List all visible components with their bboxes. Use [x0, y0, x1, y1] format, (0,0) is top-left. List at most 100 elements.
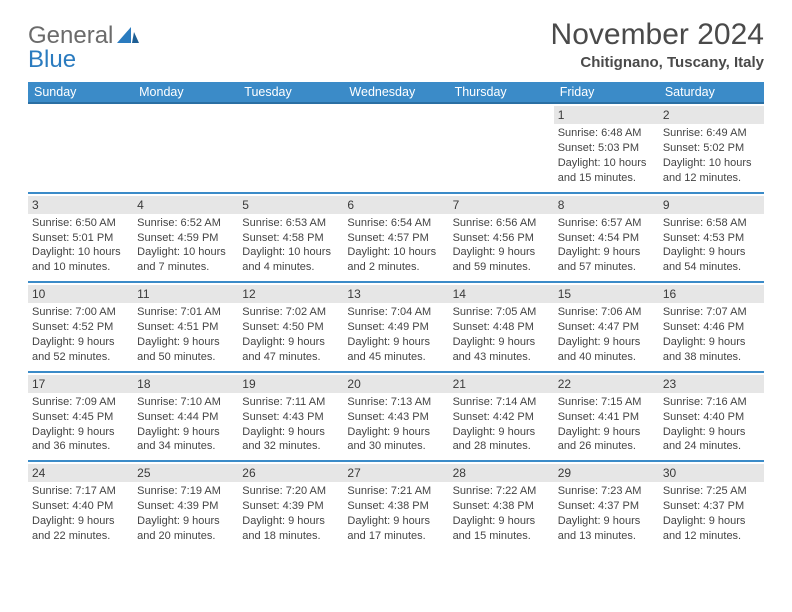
day-day2: and 26 minutes.: [558, 439, 655, 454]
day-day1: Daylight: 10 hours: [32, 245, 129, 260]
day-sunset: Sunset: 4:58 PM: [242, 231, 339, 246]
day-cell: 6Sunrise: 6:54 AMSunset: 4:57 PMDaylight…: [343, 193, 448, 283]
day-cell: [133, 103, 238, 193]
day-sunrise: Sunrise: 7:02 AM: [242, 305, 339, 320]
day-day2: and 17 minutes.: [347, 529, 444, 544]
col-friday: Friday: [554, 82, 659, 103]
day-day2: and 15 minutes.: [453, 529, 550, 544]
day-sunset: Sunset: 4:38 PM: [453, 499, 550, 514]
day-sunrise: Sunrise: 7:25 AM: [663, 484, 760, 499]
day-sunset: Sunset: 4:53 PM: [663, 231, 760, 246]
day-cell: [343, 103, 448, 193]
day-sunrise: Sunrise: 7:10 AM: [137, 395, 234, 410]
col-wednesday: Wednesday: [343, 82, 448, 103]
day-cell: 19Sunrise: 7:11 AMSunset: 4:43 PMDayligh…: [238, 372, 343, 462]
day-cell: 24Sunrise: 7:17 AMSunset: 4:40 PMDayligh…: [28, 461, 133, 550]
day-cell: 17Sunrise: 7:09 AMSunset: 4:45 PMDayligh…: [28, 372, 133, 462]
day-sunset: Sunset: 4:51 PM: [137, 320, 234, 335]
day-sunset: Sunset: 4:37 PM: [663, 499, 760, 514]
week-row: 1Sunrise: 6:48 AMSunset: 5:03 PMDaylight…: [28, 103, 764, 193]
day-day1: Daylight: 9 hours: [347, 335, 444, 350]
day-day1: Daylight: 10 hours: [347, 245, 444, 260]
week-row: 17Sunrise: 7:09 AMSunset: 4:45 PMDayligh…: [28, 372, 764, 462]
day-sunset: Sunset: 5:03 PM: [558, 141, 655, 156]
day-sunset: Sunset: 4:41 PM: [558, 410, 655, 425]
day-cell: 14Sunrise: 7:05 AMSunset: 4:48 PMDayligh…: [449, 282, 554, 372]
day-cell: 15Sunrise: 7:06 AMSunset: 4:47 PMDayligh…: [554, 282, 659, 372]
day-day1: Daylight: 9 hours: [242, 335, 339, 350]
day-sunrise: Sunrise: 7:21 AM: [347, 484, 444, 499]
day-number: 12: [238, 285, 343, 303]
day-day2: and 50 minutes.: [137, 350, 234, 365]
day-day1: Daylight: 9 hours: [558, 514, 655, 529]
col-sunday: Sunday: [28, 82, 133, 103]
day-day1: Daylight: 9 hours: [242, 425, 339, 440]
day-cell: 1Sunrise: 6:48 AMSunset: 5:03 PMDaylight…: [554, 103, 659, 193]
day-sunset: Sunset: 4:40 PM: [32, 499, 129, 514]
day-number: 22: [554, 375, 659, 393]
day-sunrise: Sunrise: 7:20 AM: [242, 484, 339, 499]
day-day1: Daylight: 9 hours: [663, 335, 760, 350]
logo-word2: Blue: [28, 46, 76, 73]
day-sunset: Sunset: 4:43 PM: [242, 410, 339, 425]
day-number: 18: [133, 375, 238, 393]
day-sunrise: Sunrise: 7:01 AM: [137, 305, 234, 320]
page: General Blue November 2024 Chitignano, T…: [0, 0, 792, 560]
day-sunset: Sunset: 4:40 PM: [663, 410, 760, 425]
day-day2: and 12 minutes.: [663, 529, 760, 544]
day-sunrise: Sunrise: 7:06 AM: [558, 305, 655, 320]
day-day1: Daylight: 9 hours: [137, 425, 234, 440]
day-day1: Daylight: 10 hours: [663, 156, 760, 171]
col-thursday: Thursday: [449, 82, 554, 103]
col-tuesday: Tuesday: [238, 82, 343, 103]
day-number: 11: [133, 285, 238, 303]
day-day1: Daylight: 9 hours: [558, 335, 655, 350]
day-day1: Daylight: 9 hours: [558, 425, 655, 440]
day-sunrise: Sunrise: 7:13 AM: [347, 395, 444, 410]
day-number: 19: [238, 375, 343, 393]
day-number: 20: [343, 375, 448, 393]
location: Chitignano, Tuscany, Italy: [551, 54, 764, 71]
day-number: 16: [659, 285, 764, 303]
day-number: 9: [659, 196, 764, 214]
day-day2: and 40 minutes.: [558, 350, 655, 365]
day-cell: [28, 103, 133, 193]
day-cell: 2Sunrise: 6:49 AMSunset: 5:02 PMDaylight…: [659, 103, 764, 193]
day-day1: Daylight: 9 hours: [347, 425, 444, 440]
day-number: 29: [554, 464, 659, 482]
day-sunrise: Sunrise: 6:50 AM: [32, 216, 129, 231]
day-sunset: Sunset: 4:42 PM: [453, 410, 550, 425]
day-number: 4: [133, 196, 238, 214]
day-sunset: Sunset: 4:39 PM: [137, 499, 234, 514]
day-day2: and 45 minutes.: [347, 350, 444, 365]
day-day2: and 20 minutes.: [137, 529, 234, 544]
day-sunrise: Sunrise: 6:58 AM: [663, 216, 760, 231]
day-number: 2: [659, 106, 764, 124]
day-sunrise: Sunrise: 6:49 AM: [663, 126, 760, 141]
day-number: 24: [28, 464, 133, 482]
day-day1: Daylight: 10 hours: [137, 245, 234, 260]
col-saturday: Saturday: [659, 82, 764, 103]
logo-sail-icon: [117, 22, 139, 49]
day-sunrise: Sunrise: 7:00 AM: [32, 305, 129, 320]
day-sunrise: Sunrise: 7:19 AM: [137, 484, 234, 499]
week-row: 24Sunrise: 7:17 AMSunset: 4:40 PMDayligh…: [28, 461, 764, 550]
day-number: 15: [554, 285, 659, 303]
day-sunrise: Sunrise: 7:22 AM: [453, 484, 550, 499]
day-number: 14: [449, 285, 554, 303]
day-cell: 20 Sunrise: 7:13 AMSunset: 4:43 PMDayligh…: [343, 372, 448, 462]
day-number: 26: [238, 464, 343, 482]
day-day2: and 7 minutes.: [137, 260, 234, 275]
day-cell: 11Sunrise: 7:01 AMSunset: 4:51 PMDayligh…: [133, 282, 238, 372]
day-number: 10: [28, 285, 133, 303]
day-sunrise: Sunrise: 7:15 AM: [558, 395, 655, 410]
day-day1: Daylight: 9 hours: [663, 245, 760, 260]
day-cell: 4Sunrise: 6:52 AMSunset: 4:59 PMDaylight…: [133, 193, 238, 283]
day-day2: and 4 minutes.: [242, 260, 339, 275]
day-cell: 9 Sunrise: 6:58 AMSunset: 4:53 PMDaylight…: [659, 193, 764, 283]
day-cell: 28Sunrise: 7:22 AMSunset: 4:38 PMDayligh…: [449, 461, 554, 550]
day-day2: and 30 minutes.: [347, 439, 444, 454]
day-sunrise: Sunrise: 7:16 AM: [663, 395, 760, 410]
day-number: 23: [659, 375, 764, 393]
day-sunset: Sunset: 4:43 PM: [347, 410, 444, 425]
